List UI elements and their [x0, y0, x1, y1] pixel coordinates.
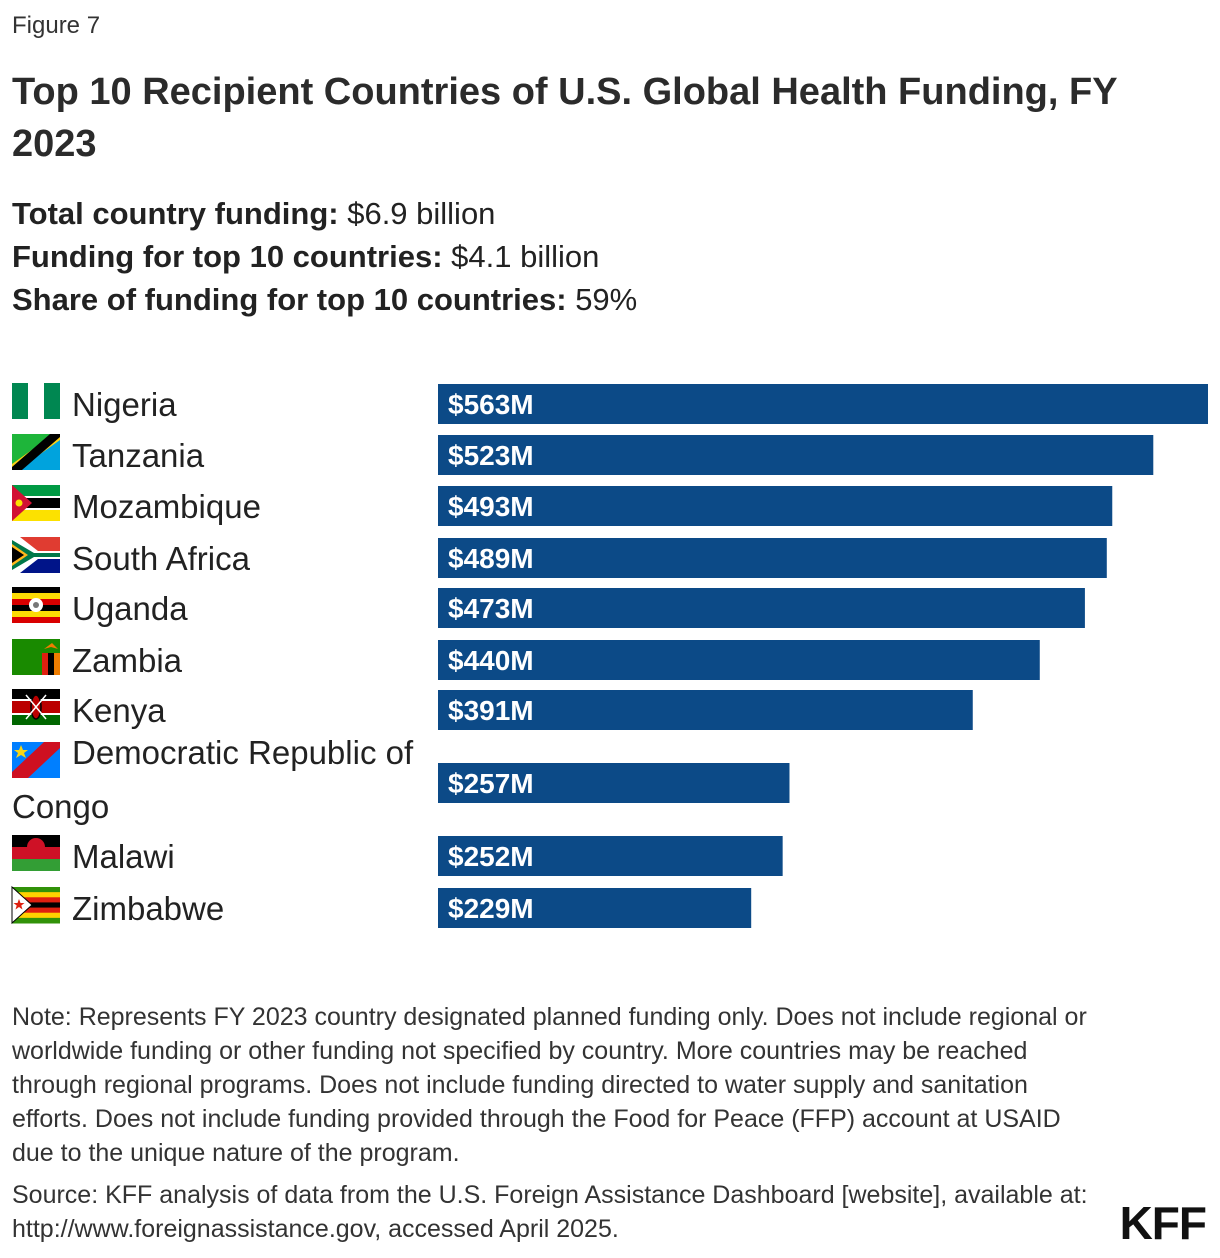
- mozambique-flag-icon: [12, 485, 60, 521]
- bar-value-label: $563M: [448, 389, 534, 420]
- bar-value-label: $473M: [448, 593, 534, 624]
- malawi-flag-icon: [12, 835, 60, 871]
- kff-logo: KFF: [1119, 1197, 1207, 1249]
- country-label: Uganda: [72, 590, 188, 627]
- country-label: Tanzania: [72, 437, 205, 474]
- tanzania-flag-icon: [12, 434, 60, 470]
- bar-south-africa: [438, 538, 1107, 578]
- uganda-flag-icon: [12, 587, 60, 623]
- country-label: Zimbabwe: [72, 890, 224, 927]
- south-africa-flag-icon: [12, 537, 60, 573]
- bar-value-label: $493M: [448, 491, 534, 522]
- bar-zambia: [438, 640, 1040, 680]
- bar-nigeria: [438, 384, 1208, 424]
- chart-title: Top 10 Recipient Countries of U.S. Globa…: [12, 71, 1117, 165]
- country-label: Mozambique: [72, 488, 261, 525]
- summary-top10: Funding for top 10 countries: $4.1 billi…: [12, 235, 637, 278]
- bar-value-label: $229M: [448, 893, 534, 924]
- drc-flag-icon: [12, 742, 60, 778]
- kenya-flag-icon: [12, 689, 60, 725]
- summary-top10-value: $4.1 billion: [442, 239, 600, 274]
- summary-total-value: $6.9 billion: [338, 196, 496, 231]
- bar-tanzania: [438, 435, 1154, 475]
- figure-label: Figure 7: [12, 12, 101, 39]
- summary-share-label: Share of funding for top 10 countries:: [12, 282, 567, 317]
- bar-value-label: $252M: [448, 841, 534, 872]
- country-label: Malawi: [72, 838, 175, 875]
- bar-chart: $563M Nigeria $523M Tanzania $493M Mozambique…: [11, 383, 1208, 928]
- bar-value-label: $391M: [448, 695, 534, 726]
- zambia-flag-icon: [12, 639, 60, 675]
- zimbabwe-flag-icon: [11, 885, 60, 925]
- summary-total: Total country funding: $6.9 billion: [12, 192, 637, 235]
- bar-mozambique: [438, 486, 1113, 526]
- chart-source: Source: KFF analysis of data from the U.…: [12, 1181, 1088, 1243]
- summary-block: Total country funding: $6.9 billion Fund…: [12, 192, 637, 321]
- bar-kenya: [438, 690, 973, 730]
- bar-value-label: $489M: [448, 543, 534, 574]
- summary-total-label: Total country funding:: [12, 196, 339, 231]
- bar-zimbabwe: [438, 888, 752, 928]
- country-label: Nigeria: [72, 386, 177, 423]
- country-label: South Africa: [72, 540, 251, 577]
- country-label-continued: Congo: [12, 788, 109, 825]
- chart-note: Note: Represents FY 2023 country designa…: [12, 1003, 1087, 1167]
- summary-share: Share of funding for top 10 countries: 5…: [12, 278, 637, 321]
- bar-malawi: [438, 836, 783, 876]
- summary-top10-label: Funding for top 10 countries:: [12, 239, 443, 274]
- country-label: Democratic Republic of: [72, 734, 414, 771]
- bar-value-label: $523M: [448, 440, 534, 471]
- bar-value-label: $440M: [448, 645, 534, 676]
- country-label: Kenya: [72, 692, 166, 729]
- bar-democratic-republic-of-congo: [438, 763, 790, 803]
- bar-value-label: $257M: [448, 768, 534, 799]
- nigeria-flag-icon: [12, 383, 60, 419]
- summary-share-value: 59%: [566, 282, 638, 317]
- bar-uganda: [438, 588, 1085, 628]
- country-label: Zambia: [72, 642, 183, 679]
